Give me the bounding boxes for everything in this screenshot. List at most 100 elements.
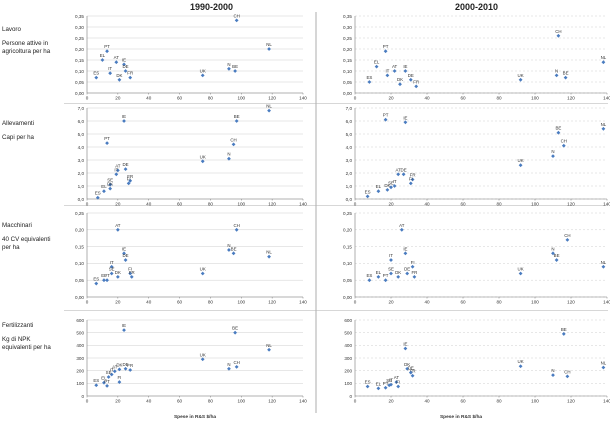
data-point [234,119,239,123]
data-point [561,143,566,148]
data-point-label: DK [384,183,390,188]
y-tick-label: 600 [76,318,84,323]
data-point [102,278,106,283]
y-tick-label: 0,20 [343,47,352,52]
x-tick-label: 140 [299,300,307,305]
data-point [128,178,133,183]
data-point [410,373,415,378]
data-point [105,278,109,283]
data-point-label: CH [555,29,561,34]
data-point [123,366,128,371]
data-point [123,258,128,262]
data-point-label: UK [518,158,524,163]
row-title: Lavoro [2,26,21,33]
y-tick-label: 0,05 [343,80,352,85]
data-point-label: UK [200,266,206,271]
data-point-label: BE [231,246,237,251]
x-tick-label: 20 [388,96,394,101]
data-point-label: NL [266,42,272,47]
data-point [389,185,393,190]
data-point-label: UK [200,154,206,159]
data-point-label: FI [128,266,132,271]
data-point-label: IT [110,367,114,372]
data-point [376,386,381,391]
data-point [410,264,415,269]
x-tick-label: 120 [268,300,276,305]
y-tick-label: 0,0 [78,197,85,202]
x-tick-label: 140 [299,96,307,101]
x-tick-label: 80 [496,399,502,404]
data-point-label: AT [114,55,120,60]
data-point-label: N [551,368,554,373]
data-point [410,177,415,182]
x-tick-label: 100 [531,96,539,101]
data-point [398,82,402,87]
data-point [396,384,401,389]
data-point-label: IE [122,114,126,119]
data-point [109,372,114,377]
data-point-label: N [551,149,554,154]
y-tick-label: 0 [349,394,352,399]
x-tick-label: 120 [567,202,575,207]
data-point [117,77,122,82]
data-point-label: SE [388,266,394,271]
y-tick-label: 0,00 [343,91,352,96]
data-point [109,271,114,276]
data-point [109,264,114,269]
data-point-label: DK [115,270,121,275]
x-tick-label: 80 [496,96,502,101]
data-point [403,346,408,351]
data-point [231,142,236,147]
x-tick-label: 0 [86,300,89,305]
y-tick-label: 0,30 [343,25,352,30]
y-tick-label: 0,10 [75,261,84,266]
data-point [385,188,390,192]
data-point-label: FI [396,380,400,385]
data-point-label: DE [401,167,407,172]
data-point [108,182,113,187]
data-point-label: AT [392,64,398,69]
data-point-label: EL [376,184,382,189]
data-point [556,130,561,135]
data-point-label: FR [127,363,133,368]
x-tick-label: 20 [388,300,394,305]
data-point-label: AT [399,223,405,228]
y-tick-label: 2,0 [78,171,85,176]
x-tick-label: 40 [146,96,152,101]
data-point-label: NL [601,260,607,265]
y-tick-label: 7,0 [346,106,353,111]
data-point-label: AT [115,163,121,168]
x-axis-title-right: Spese in R&S $/ha [440,414,482,420]
y-tick-label: 0,25 [75,36,84,41]
data-point [383,49,388,54]
x-tick-label: 60 [460,96,466,101]
data-point-label: UK [518,266,524,271]
data-point [408,181,413,186]
data-point-label: IT [110,260,114,265]
data-point [412,274,417,279]
data-point-label: PT [383,381,389,386]
data-point-label: PT [104,136,110,141]
x-tick-label: 140 [299,399,307,404]
data-point-label: DK [404,362,410,367]
data-point [387,383,392,388]
y-tick-label: 3,0 [346,158,353,163]
data-point-label: FR [127,174,133,179]
y-tick-label: 0,0 [346,197,353,202]
y-tick-label: 0,05 [75,278,84,283]
y-tick-label: 500 [344,330,352,335]
data-point-label: BE [232,326,238,331]
y-tick-label: 100 [344,381,352,386]
x-tick-label: 140 [299,202,307,207]
x-tick-label: 60 [177,399,183,404]
x-tick-label: 80 [208,96,214,101]
data-point-label: PT [104,44,110,49]
y-tick-label: 5,0 [346,132,353,137]
data-point-label: IT [389,253,393,258]
x-tick-label: 100 [531,300,539,305]
x-tick-label: 100 [237,300,245,305]
y-tick-label: 0,05 [75,80,84,85]
data-point [601,365,606,370]
data-point [123,167,128,171]
x-tick-label: 80 [208,399,214,404]
